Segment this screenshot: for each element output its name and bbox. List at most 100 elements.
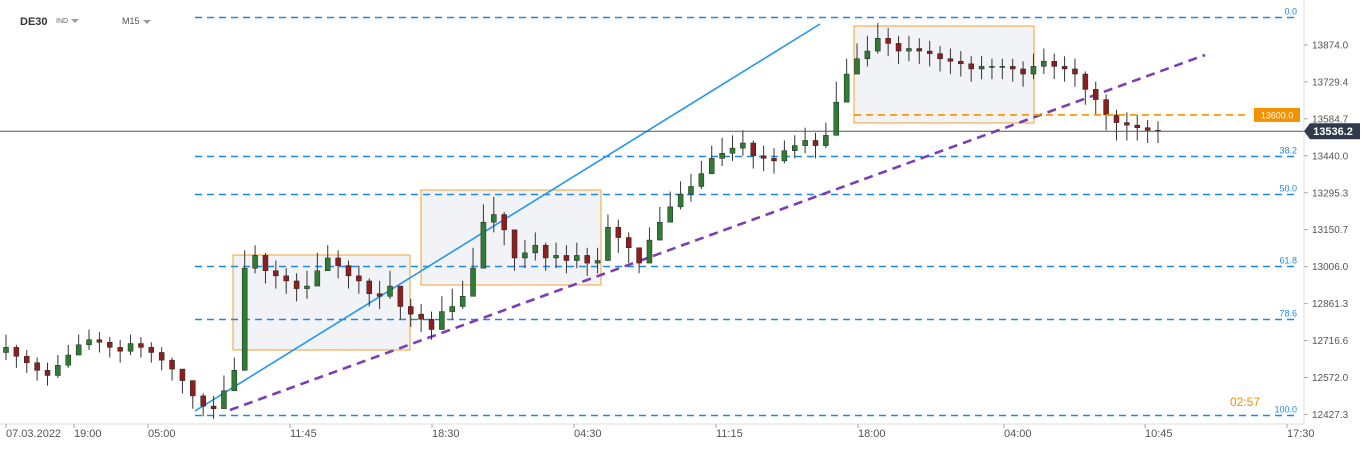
candle[interactable] <box>875 22 881 54</box>
candle[interactable] <box>750 140 756 169</box>
trend-line-dashed[interactable] <box>229 53 1206 412</box>
trend-line-solid[interactable] <box>194 23 821 412</box>
candle[interactable] <box>418 303 424 333</box>
candle[interactable] <box>324 245 331 271</box>
candle[interactable] <box>615 219 622 253</box>
candle[interactable] <box>158 347 165 371</box>
candle[interactable] <box>470 247 476 297</box>
candle[interactable] <box>3 334 9 361</box>
candle[interactable] <box>397 285 404 320</box>
candle[interactable] <box>657 206 663 241</box>
candle[interactable] <box>636 247 642 274</box>
symbol-label[interactable]: DE30 <box>20 16 48 28</box>
candle[interactable] <box>283 268 289 294</box>
candle[interactable] <box>200 393 206 417</box>
candle[interactable] <box>449 288 456 320</box>
candle[interactable] <box>1020 61 1026 87</box>
candle[interactable] <box>885 28 891 57</box>
price-level-tag[interactable] <box>1254 107 1300 122</box>
timeframe-dropdown[interactable]: M15 <box>122 16 151 26</box>
candle[interactable] <box>1103 94 1109 131</box>
candle[interactable] <box>958 51 964 77</box>
candle[interactable] <box>574 242 580 269</box>
candle[interactable] <box>906 35 912 62</box>
candle[interactable] <box>968 56 974 82</box>
candle[interactable] <box>792 135 798 159</box>
candle[interactable] <box>854 43 860 75</box>
candle[interactable] <box>459 280 466 310</box>
candle[interactable] <box>511 229 518 271</box>
candle[interactable] <box>667 191 673 223</box>
candle[interactable] <box>169 357 175 381</box>
consolidation-box[interactable] <box>420 189 602 286</box>
candle[interactable] <box>304 270 310 299</box>
candle[interactable] <box>241 250 248 371</box>
candle[interactable] <box>262 252 269 284</box>
candle[interactable] <box>812 132 819 159</box>
candle[interactable] <box>522 240 528 269</box>
candle[interactable] <box>802 127 808 154</box>
candle[interactable] <box>978 56 985 80</box>
candle[interactable] <box>947 48 954 75</box>
candle[interactable] <box>428 311 435 340</box>
candle[interactable] <box>532 232 539 261</box>
candle[interactable] <box>75 334 82 356</box>
current-price-badge[interactable] <box>1304 123 1360 140</box>
candle[interactable] <box>864 35 871 67</box>
candle[interactable] <box>148 342 155 363</box>
candle[interactable] <box>273 260 279 289</box>
candle[interactable] <box>1092 81 1099 115</box>
candle[interactable] <box>843 58 850 103</box>
candle[interactable] <box>553 242 559 269</box>
candle[interactable] <box>916 38 923 64</box>
candle[interactable] <box>480 204 487 269</box>
candle[interactable] <box>314 252 321 287</box>
candle[interactable] <box>677 181 684 210</box>
candle[interactable] <box>65 344 72 368</box>
candle[interactable] <box>594 247 601 274</box>
candle[interactable] <box>408 298 414 327</box>
candle[interactable] <box>44 362 51 386</box>
candle[interactable] <box>1061 56 1068 82</box>
candle[interactable] <box>646 227 653 264</box>
candle[interactable] <box>24 349 30 373</box>
candle[interactable] <box>1072 58 1078 87</box>
candle[interactable] <box>1030 53 1037 80</box>
candle[interactable] <box>86 329 92 350</box>
candle[interactable] <box>190 380 196 409</box>
candle[interactable] <box>584 247 590 276</box>
candle[interactable] <box>1155 121 1161 144</box>
candle[interactable] <box>708 145 715 174</box>
candle[interactable] <box>1082 71 1089 105</box>
candle[interactable] <box>1041 48 1047 75</box>
consolidation-box[interactable] <box>232 254 411 351</box>
symbol-type-dropdown[interactable]: IND <box>56 18 80 25</box>
candle[interactable] <box>387 270 393 299</box>
candle[interactable] <box>231 357 238 392</box>
candle[interactable] <box>1009 58 1016 82</box>
candle[interactable] <box>781 140 788 164</box>
candle[interactable] <box>127 334 134 356</box>
candle[interactable] <box>1134 114 1140 141</box>
candle[interactable] <box>501 211 507 246</box>
candle[interactable] <box>895 35 902 64</box>
candle[interactable] <box>605 214 611 261</box>
candle[interactable] <box>926 40 933 67</box>
candle[interactable] <box>107 337 113 358</box>
candle[interactable] <box>335 250 341 279</box>
candle[interactable] <box>989 58 995 80</box>
candle[interactable] <box>625 232 632 264</box>
candle[interactable] <box>293 273 300 302</box>
candle[interactable] <box>999 58 1006 80</box>
candle[interactable] <box>937 45 943 72</box>
candle[interactable] <box>13 344 20 368</box>
candle[interactable] <box>729 135 736 161</box>
candle[interactable] <box>771 148 777 174</box>
candle[interactable] <box>179 368 186 394</box>
candle[interactable] <box>376 280 383 310</box>
consolidation-box[interactable] <box>853 25 1035 124</box>
candle[interactable] <box>345 260 352 289</box>
candle[interactable] <box>1113 109 1120 141</box>
